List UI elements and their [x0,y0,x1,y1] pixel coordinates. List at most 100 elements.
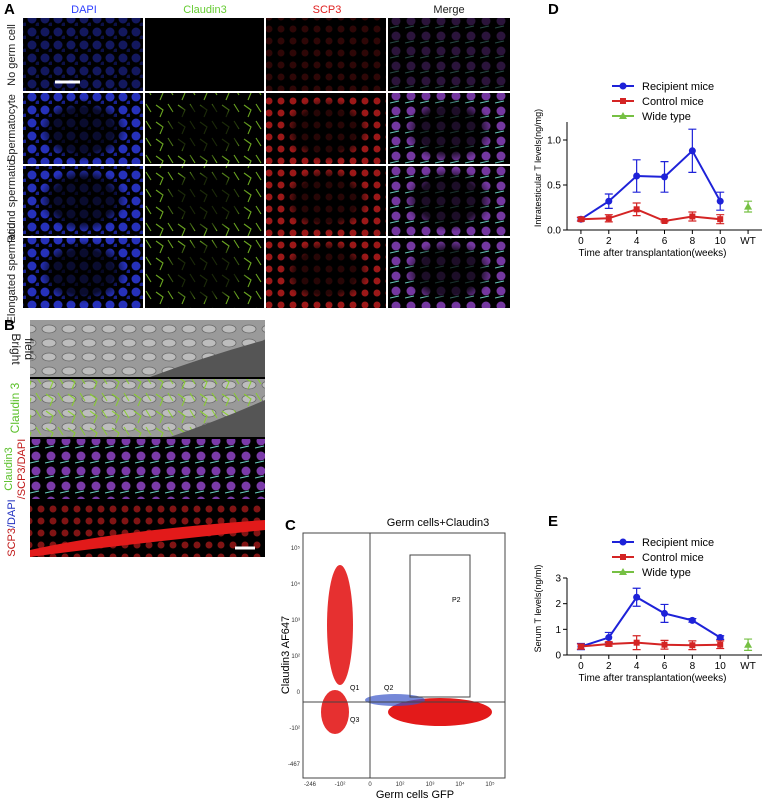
row-label: Elongated spermatid [6,223,18,324]
x-axis-label: Time after transplantation(weeks) [578,673,726,684]
x-tick-label: 8 [690,236,696,247]
legend-marker [619,568,627,575]
column-header: DAPI [71,4,97,16]
panel-label: C [285,517,296,534]
gate-label: Q1 [350,685,359,692]
vessel [170,400,265,437]
series-line [580,641,721,648]
y-tick-label: 0.5 [547,181,561,192]
x-tick-label: WT [740,236,756,247]
x-tick-label: 4 [634,661,640,672]
tick-label: 10⁵ [485,781,495,788]
row-label: Claudin3 [3,447,15,490]
x-tick-label: 6 [662,236,668,247]
gate-label: P2 [452,597,461,604]
y-axis-label: Serum T levels(ng/ml) [533,565,543,653]
y-tick-label: 0 [555,651,561,662]
column-header: SCP3 [313,4,342,16]
legend-label: Wide type [642,567,691,579]
data-point [633,172,641,180]
flow-ticks: 10⁵ 10⁴ 10³ 10² 0 -10² -467 -246 -10² 0 10² 10³ 10⁴ 1… [288,545,495,788]
tick-label: -246 [304,782,317,788]
tick-label: 0 [297,690,301,696]
series-line [580,208,721,223]
micrograph [266,18,386,91]
x-tick-label: 8 [690,661,696,672]
column-header: Claudin3 [183,4,226,16]
data-point [605,197,613,205]
population [388,698,492,726]
row-label: Spermatocyte [6,94,18,162]
panel-label: A [4,1,15,18]
y-tick-label: 2 [555,599,561,610]
legend-marker [619,82,627,90]
row-label: Claudin 3 [8,382,22,433]
row-label: No germ cell [6,24,18,86]
series-line [580,149,722,221]
vessel [150,340,265,377]
data-point [661,173,668,181]
tick-label: -10² [335,782,346,788]
y-tick-label: 0.0 [547,226,561,237]
data-point [633,206,640,213]
y-tick-label: 1.0 [547,136,561,147]
data-point [633,593,641,601]
y-tick-label: 3 [555,574,561,585]
data-point [661,218,668,224]
data-point [744,202,753,210]
panel-b-images [30,320,265,557]
tick-label: 10⁴ [455,781,465,788]
data-point [688,147,696,155]
tick-label: 10³ [426,782,435,788]
gate-box [409,554,471,698]
legend-marker [620,554,626,560]
legend-label: Recipient mice [642,81,714,93]
x-tick-label: 10 [715,661,727,672]
population [327,565,353,685]
tick-label: 10² [396,782,405,788]
x-tick-label: WT [740,661,756,672]
row-label: Bright [9,333,23,365]
data-point [716,197,724,205]
population [365,694,425,706]
data-point [633,639,640,646]
panel-label: B [4,317,15,334]
data-point [717,641,724,648]
signal [30,520,265,557]
legend-label: Wide type [642,111,691,123]
label-part: SCP3 [6,528,18,557]
tick-label: -10² [289,726,300,732]
tubule-lumens [28,90,504,312]
data-point [689,642,696,649]
tick-label: 10³ [291,618,300,624]
x-tick-label: 0 [578,661,584,672]
micrograph-grid [23,18,510,312]
label-part: /DAPI [6,499,18,528]
tick-label: 10⁴ [291,581,301,588]
data-point [744,640,753,648]
y-axis-label: Intratesticular T levels(ng/mg) [533,109,543,227]
data-point [577,643,584,650]
axis-label: Germ cells GFP [376,789,454,801]
micrograph [23,18,143,91]
micrograph [30,439,265,499]
series-line [580,595,721,648]
data-point [605,640,612,647]
panel-label: D [548,1,559,18]
data-point [661,609,668,617]
x-tick-label: 0 [578,236,584,247]
x-tick-label: 2 [606,661,612,672]
tick-label: 10² [291,654,300,660]
data-point [688,616,696,624]
x-tick-label: 2 [606,236,612,247]
row-label: Round spermatid [6,159,18,243]
data-point [716,634,724,642]
data-point [717,216,724,223]
x-tick-label: 4 [634,236,640,247]
flow-plot [302,532,506,779]
y-tick-label: 1 [555,625,561,636]
gate-label: Q3 [350,717,359,724]
x-axis-label: Time after transplantation(weeks) [578,248,726,259]
